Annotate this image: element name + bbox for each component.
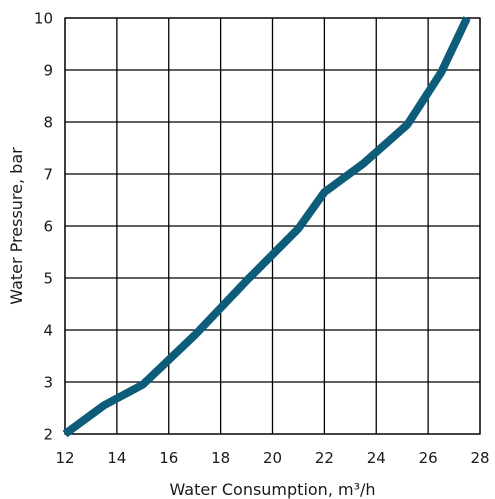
x-tick-label-22: 22 bbox=[315, 449, 334, 467]
x-tick-label-18: 18 bbox=[211, 449, 230, 467]
y-tick-label-9: 9 bbox=[43, 62, 53, 80]
x-tick-label-20: 20 bbox=[263, 449, 282, 467]
y-tick-label-10: 10 bbox=[34, 10, 53, 28]
y-tick-label-4: 4 bbox=[43, 322, 53, 340]
x-tick-label-26: 26 bbox=[419, 449, 438, 467]
y-tick-label-3: 3 bbox=[43, 374, 53, 392]
plot-frame bbox=[64, 17, 481, 435]
x-axis-title: Water Consumption, m³/h bbox=[169, 480, 375, 499]
x-tick-label-14: 14 bbox=[107, 449, 126, 467]
y-tick-label-2: 2 bbox=[43, 426, 53, 444]
grid-lines bbox=[64, 17, 481, 435]
y-tick-label-5: 5 bbox=[43, 270, 53, 288]
y-tick-label-6: 6 bbox=[43, 218, 53, 236]
y-axis-title: Water Pressure, bar bbox=[7, 147, 26, 305]
x-tick-label-28: 28 bbox=[470, 449, 489, 467]
x-tick-label-12: 12 bbox=[55, 449, 74, 467]
tick-labels: 12 14 16 18 20 22 24 26 28 2 3 4 5 6 7 8 9 10 bbox=[34, 10, 490, 468]
x-tick-label-16: 16 bbox=[159, 449, 178, 467]
series-line-0 bbox=[62, 16, 471, 438]
series-layer bbox=[62, 16, 471, 438]
y-tick-label-8: 8 bbox=[43, 114, 53, 132]
y-tick-label-7: 7 bbox=[43, 166, 53, 184]
x-tick-label-24: 24 bbox=[367, 449, 386, 467]
